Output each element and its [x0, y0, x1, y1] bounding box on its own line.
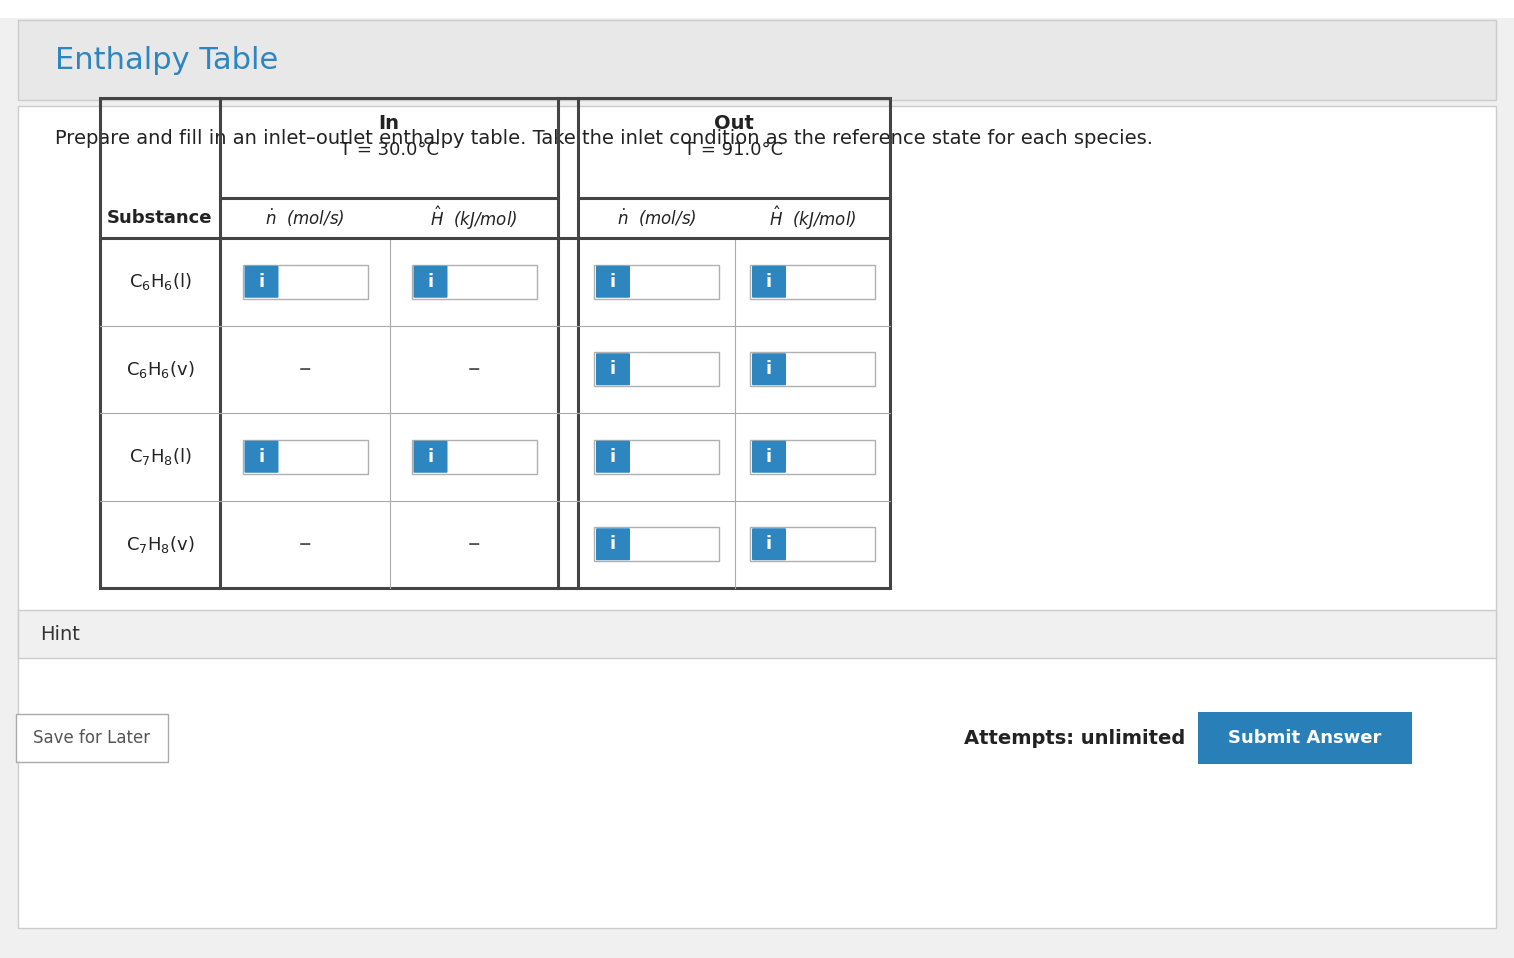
FancyBboxPatch shape: [752, 265, 786, 298]
Text: i: i: [427, 447, 433, 466]
FancyBboxPatch shape: [242, 264, 368, 299]
Text: C$_7$H$_8$(v): C$_7$H$_8$(v): [126, 534, 194, 555]
FancyBboxPatch shape: [597, 265, 630, 298]
Text: T = 91.0°C: T = 91.0°C: [684, 141, 784, 159]
Text: i: i: [610, 360, 616, 378]
Text: $\dot{n}$  (mol/s): $\dot{n}$ (mol/s): [616, 207, 696, 229]
Text: Attempts: unlimited: Attempts: unlimited: [964, 728, 1185, 747]
Text: i: i: [766, 447, 772, 466]
FancyBboxPatch shape: [244, 441, 279, 472]
FancyBboxPatch shape: [18, 106, 1496, 928]
FancyBboxPatch shape: [749, 353, 875, 386]
FancyBboxPatch shape: [17, 714, 168, 762]
FancyBboxPatch shape: [413, 441, 448, 472]
Text: $\dot{n}$  (mol/s): $\dot{n}$ (mol/s): [265, 207, 345, 229]
FancyBboxPatch shape: [593, 264, 719, 299]
FancyBboxPatch shape: [18, 20, 1496, 100]
Text: –: –: [298, 533, 312, 557]
Text: $\hat{H}$  (kJ/mol): $\hat{H}$ (kJ/mol): [769, 204, 857, 232]
Text: –: –: [468, 533, 480, 557]
FancyBboxPatch shape: [749, 527, 875, 561]
Text: i: i: [766, 360, 772, 378]
FancyBboxPatch shape: [1198, 712, 1413, 764]
Text: C$_6$H$_6$(l): C$_6$H$_6$(l): [129, 271, 191, 292]
Text: –: –: [468, 357, 480, 381]
Text: i: i: [610, 273, 616, 290]
FancyBboxPatch shape: [749, 440, 875, 474]
FancyBboxPatch shape: [413, 265, 448, 298]
Text: i: i: [766, 273, 772, 290]
FancyBboxPatch shape: [752, 441, 786, 472]
Text: Prepare and fill in an inlet–outlet enthalpy table. Take the inlet condition as : Prepare and fill in an inlet–outlet enth…: [55, 128, 1154, 148]
FancyBboxPatch shape: [244, 265, 279, 298]
Text: Enthalpy Table: Enthalpy Table: [55, 45, 279, 75]
Text: C$_6$H$_6$(v): C$_6$H$_6$(v): [126, 358, 194, 379]
Text: –: –: [298, 357, 312, 381]
FancyBboxPatch shape: [752, 528, 786, 560]
FancyBboxPatch shape: [412, 440, 536, 474]
Text: T = 30.0°C: T = 30.0°C: [339, 141, 439, 159]
Text: i: i: [259, 273, 265, 290]
Text: Out: Out: [715, 113, 754, 132]
FancyBboxPatch shape: [18, 610, 1496, 658]
Text: i: i: [427, 273, 433, 290]
Text: $\hat{H}$  (kJ/mol): $\hat{H}$ (kJ/mol): [430, 204, 518, 232]
FancyBboxPatch shape: [242, 440, 368, 474]
Text: Save for Later: Save for Later: [33, 729, 150, 747]
FancyBboxPatch shape: [752, 354, 786, 385]
Text: Submit Answer: Submit Answer: [1228, 729, 1382, 747]
FancyBboxPatch shape: [593, 440, 719, 474]
FancyBboxPatch shape: [749, 264, 875, 299]
FancyBboxPatch shape: [0, 0, 1514, 18]
Text: i: i: [610, 536, 616, 554]
FancyBboxPatch shape: [597, 528, 630, 560]
Text: C$_7$H$_8$(l): C$_7$H$_8$(l): [129, 446, 191, 468]
FancyBboxPatch shape: [593, 527, 719, 561]
Text: In: In: [378, 113, 400, 132]
Text: i: i: [259, 447, 265, 466]
Text: Hint: Hint: [39, 625, 80, 644]
FancyBboxPatch shape: [597, 441, 630, 472]
Text: i: i: [610, 447, 616, 466]
FancyBboxPatch shape: [412, 264, 536, 299]
Text: i: i: [766, 536, 772, 554]
FancyBboxPatch shape: [597, 354, 630, 385]
FancyBboxPatch shape: [593, 353, 719, 386]
Text: Substance: Substance: [107, 209, 213, 227]
